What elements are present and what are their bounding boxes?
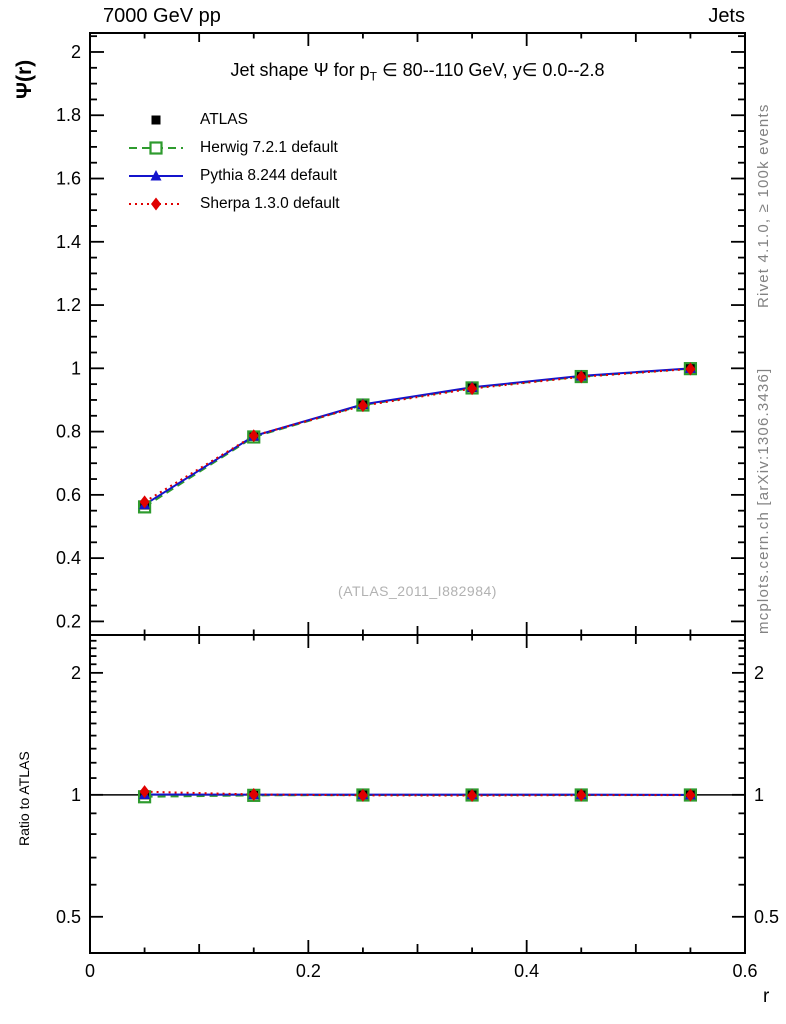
svg-text:1.2: 1.2: [56, 295, 81, 315]
svg-text:0.2: 0.2: [296, 961, 321, 981]
svg-text:0.5: 0.5: [56, 907, 81, 927]
svg-text:0.8: 0.8: [56, 422, 81, 442]
legend-label-atlas: ATLAS: [200, 111, 248, 128]
plot-title-subscript: T: [369, 69, 377, 84]
svg-text:0.5: 0.5: [754, 907, 779, 927]
plot-title-pre: Jet shape Ψ for p: [230, 60, 370, 80]
analysis-id-watermark: (ATLAS_2011_I882984): [338, 583, 497, 599]
svg-text:1: 1: [71, 785, 81, 805]
legend-item-atlas: ATLAS: [128, 106, 340, 134]
legend-label-sherpa: Sherpa 1.3.0 default: [200, 195, 340, 212]
ratio-y-axis-title: Ratio to ATLAS: [16, 751, 32, 846]
sherpa-marker-icon: [129, 197, 183, 211]
svg-text:0: 0: [85, 961, 95, 981]
svg-text:2: 2: [71, 42, 81, 62]
legend-item-sherpa: Sherpa 1.3.0 default: [128, 190, 340, 218]
atlas-marker-icon: [151, 115, 161, 125]
svg-text:0.4: 0.4: [56, 548, 81, 568]
pythia-marker-icon: [129, 170, 183, 181]
legend-label-pythia: Pythia 8.244 default: [200, 167, 338, 184]
svg-text:0.6: 0.6: [732, 961, 757, 981]
svg-text:1.6: 1.6: [56, 169, 81, 189]
svg-text:1: 1: [71, 358, 81, 378]
legend-item-pythia: Pythia 8.244 default: [128, 162, 340, 190]
svg-text:0.4: 0.4: [514, 961, 539, 981]
svg-text:2: 2: [71, 663, 81, 683]
beam-energy-label: 7000 GeV pp: [103, 5, 221, 27]
legend: ATLAS Herwig 7.2.1 default Pythia 8.244 …: [128, 106, 340, 218]
svg-text:0.2: 0.2: [56, 611, 81, 631]
svg-text:1: 1: [754, 785, 764, 805]
y-axis-title: Ψ(r): [13, 59, 36, 99]
svg-text:0.6: 0.6: [56, 485, 81, 505]
plot-title-post: ∈ 80--110 GeV, y∈ 0.0--2.8: [376, 60, 605, 80]
x-axis-title: r: [763, 986, 770, 1007]
legend-item-herwig: Herwig 7.2.1 default: [128, 134, 340, 162]
plot-title: Jet shape Ψ for pT ∈ 80--110 GeV, y∈ 0.0…: [90, 60, 745, 84]
herwig-marker-icon: [129, 141, 183, 155]
svg-text:2: 2: [754, 663, 764, 683]
rivet-version-caption: Rivet 4.1.0, ≥ 100k events: [755, 103, 772, 308]
svg-text:1.4: 1.4: [56, 232, 81, 252]
svg-text:1.8: 1.8: [56, 105, 81, 125]
mcplots-arxiv-caption: mcplots.cern.ch [arXiv:1306.3436]: [755, 367, 772, 634]
legend-label-herwig: Herwig 7.2.1 default: [200, 139, 338, 156]
process-label: Jets: [708, 5, 745, 27]
